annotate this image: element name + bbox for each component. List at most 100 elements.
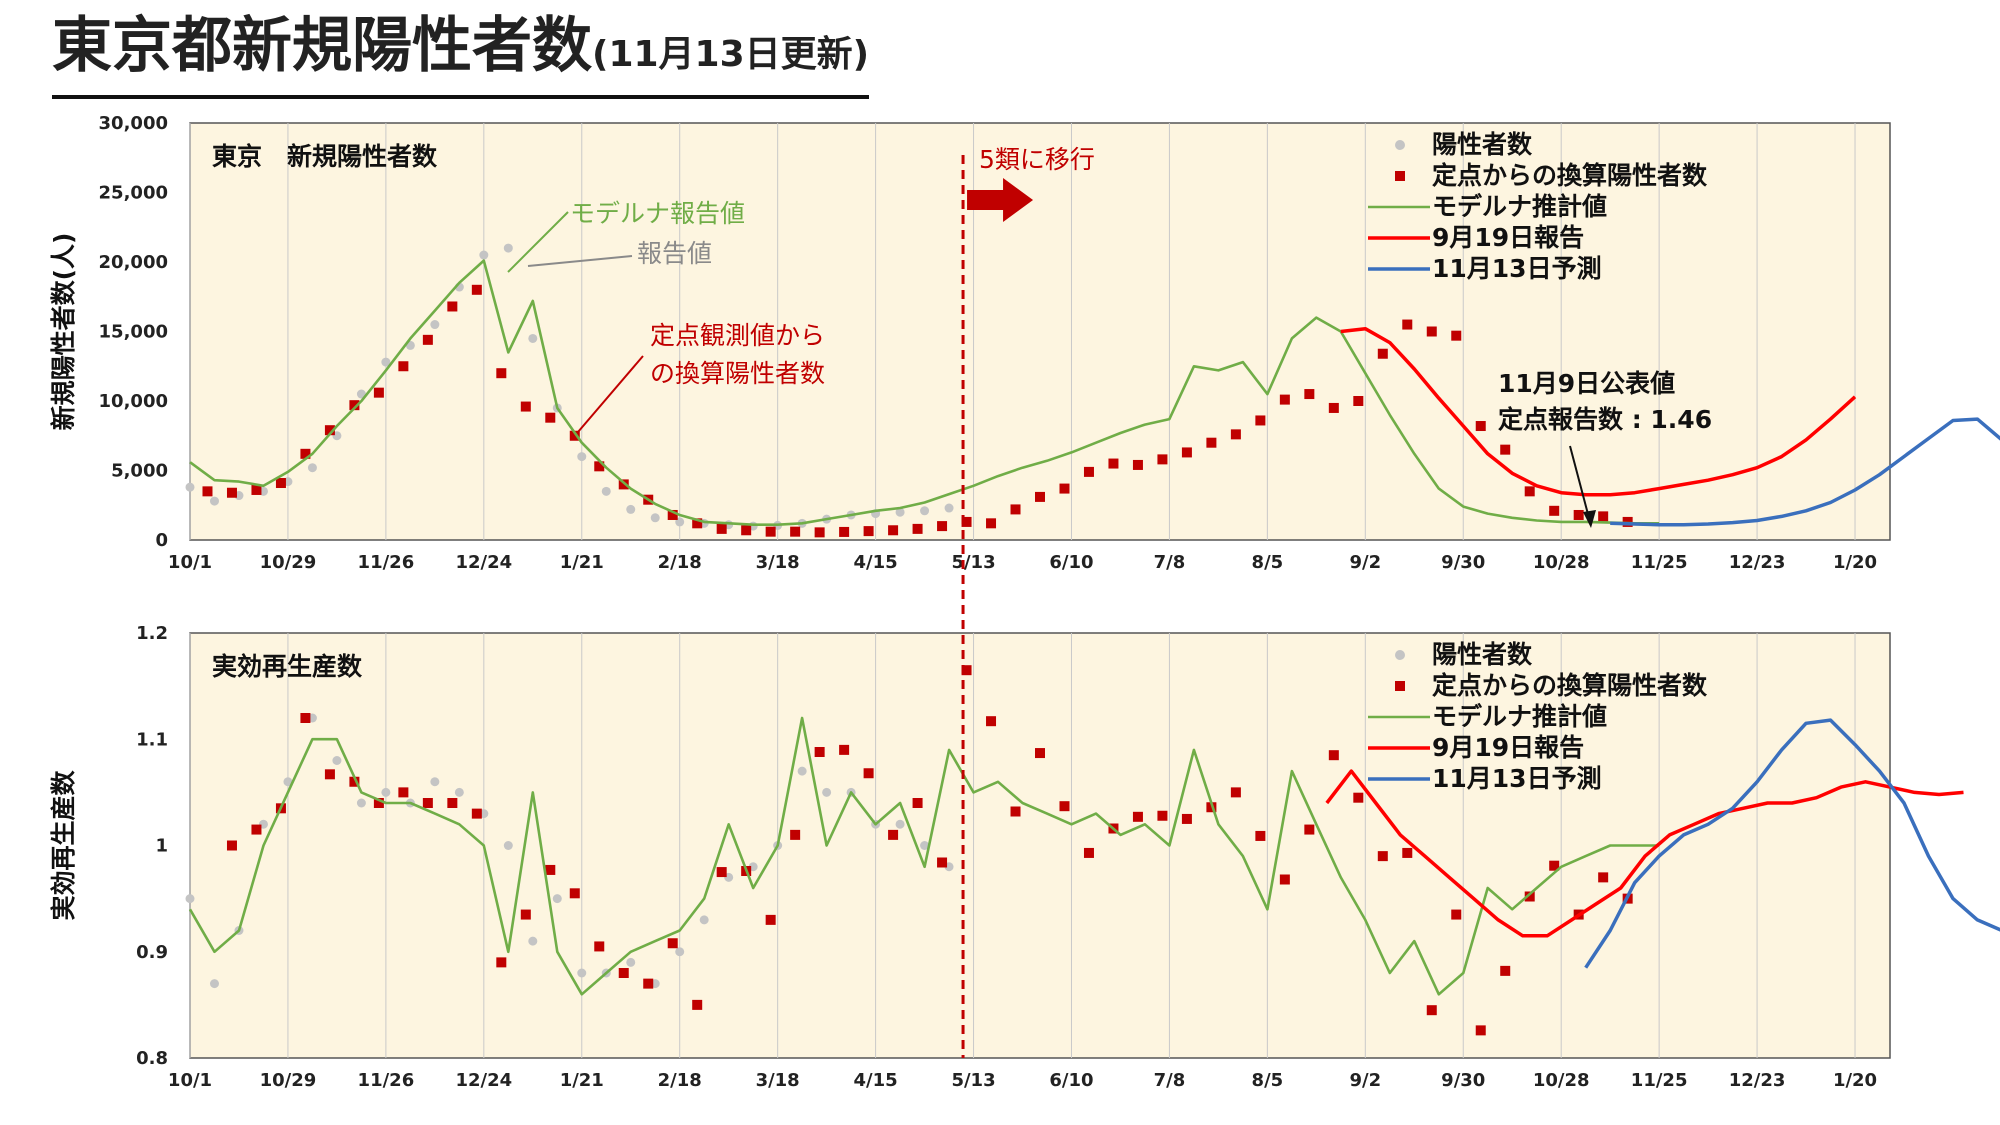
data-point-sentinel	[447, 301, 458, 312]
data-point-sentinel	[373, 387, 384, 398]
data-point-sentinel	[1598, 872, 1609, 883]
x-tick-label: 10/29	[260, 552, 317, 573]
data-point-reported	[528, 936, 538, 946]
y-tick-label: 1	[155, 836, 168, 857]
x-tick-label: 1/21	[560, 552, 604, 573]
data-point-sentinel	[324, 769, 335, 780]
data-point-sentinel	[251, 484, 262, 495]
data-point-sentinel	[226, 487, 237, 498]
data-point-sentinel	[251, 824, 262, 835]
series-line-nov13	[1610, 417, 2000, 527]
divider-label: 5類に移行	[979, 145, 1095, 174]
data-point-sentinel	[888, 525, 899, 536]
data-point-sentinel	[618, 968, 629, 978]
y-tick-label: 0.9	[136, 942, 168, 963]
x-tick-label: 1/21	[560, 1070, 604, 1091]
annotation-nov9-arrowhead	[1583, 510, 1596, 528]
x-tick-label: 10/28	[1533, 1070, 1590, 1091]
data-point-sentinel	[741, 525, 752, 536]
data-point-sentinel	[545, 864, 556, 875]
data-point-sentinel	[839, 526, 850, 537]
title-main: 東京都新規陽性者数	[52, 11, 592, 81]
data-point-reported	[307, 463, 317, 473]
data-point-reported	[895, 507, 905, 517]
data-point-sentinel	[1353, 792, 1364, 803]
data-point-reported	[528, 333, 538, 343]
data-point-sentinel	[888, 829, 899, 840]
x-tick-label: 8/5	[1252, 1070, 1284, 1091]
data-point-reported	[209, 979, 219, 989]
annotation-sentinel-1: 定点観測値から	[650, 321, 825, 350]
data-point-sentinel	[1132, 811, 1143, 822]
data-point-sentinel	[716, 867, 727, 878]
data-point-sentinel	[1083, 466, 1094, 477]
divider-arrow-icon	[967, 178, 1034, 222]
data-point-sentinel	[1279, 394, 1290, 405]
x-tick-label: 5/13	[951, 1070, 995, 1091]
plot-area	[189, 632, 1891, 1059]
data-point-sentinel	[1426, 1005, 1437, 1016]
legend-label-moderna: モデルナ推計値	[1432, 702, 1607, 731]
data-point-sentinel	[1402, 319, 1413, 330]
annotation-nov9-line2: 定点報告数 : 1.46	[1498, 405, 1712, 434]
x-tick-label: 12/24	[455, 552, 512, 573]
x-tick-label: 11/25	[1631, 552, 1688, 573]
data-point-reported	[332, 756, 342, 765]
data-point-sentinel	[986, 518, 997, 529]
data-point-sentinel	[496, 957, 507, 968]
data-point-reported	[185, 894, 195, 904]
data-point-sentinel	[569, 888, 580, 899]
data-point-sentinel	[1328, 402, 1339, 413]
x-tick-label: 6/10	[1049, 552, 1093, 573]
data-point-sentinel	[1475, 1025, 1486, 1036]
data-point-sentinel	[398, 361, 409, 372]
data-point-sentinel	[520, 909, 531, 920]
annotation-reported-leader	[527, 255, 633, 267]
data-point-sentinel	[1059, 801, 1070, 812]
annotation-moderna-leader	[507, 211, 569, 273]
data-point-reported	[209, 496, 219, 506]
annotation-reported: 報告値	[637, 239, 712, 268]
data-point-sentinel	[1475, 421, 1486, 432]
data-point-reported	[920, 841, 930, 850]
data-point-reported	[699, 915, 709, 925]
data-point-sentinel	[1230, 787, 1241, 798]
data-point-sentinel	[618, 479, 629, 490]
data-point-sentinel	[1328, 750, 1339, 761]
data-point-reported	[822, 787, 832, 797]
y-axis-label: 実効再生産数	[49, 770, 78, 921]
data-point-sentinel	[765, 526, 776, 537]
data-point-sentinel	[986, 716, 997, 727]
data-point-sentinel	[1573, 509, 1584, 520]
data-point-sentinel	[226, 840, 237, 851]
data-point-sentinel	[912, 523, 923, 534]
data-point-sentinel	[1451, 330, 1462, 341]
data-point-sentinel	[1010, 504, 1021, 515]
x-tick-label: 5/13	[951, 552, 995, 573]
data-point-sentinel	[716, 523, 727, 534]
data-point-sentinel	[863, 526, 874, 537]
data-point-reported	[479, 250, 489, 260]
data-point-sentinel	[1035, 491, 1045, 502]
title-update-date: (11月13日更新)	[592, 34, 870, 75]
x-tick-label: 3/18	[756, 1070, 800, 1091]
data-point-sentinel	[594, 941, 605, 952]
data-point-sentinel	[594, 461, 605, 472]
data-point-sentinel	[1304, 824, 1315, 835]
data-point-sentinel	[912, 798, 923, 808]
annotation-nov9-arrow	[1569, 445, 1590, 519]
x-tick-label: 12/23	[1729, 1070, 1786, 1091]
data-point-reported	[430, 320, 440, 330]
data-point-reported	[577, 452, 587, 462]
data-point-sentinel	[1010, 806, 1021, 817]
y-tick-label: 1.1	[136, 729, 168, 750]
data-point-reported	[454, 787, 464, 797]
data-point-sentinel	[667, 938, 678, 949]
data-point-sentinel	[398, 787, 409, 798]
data-point-sentinel	[1549, 505, 1560, 516]
legend-label-nov13: 11月13日予測	[1432, 254, 1602, 283]
data-point-sentinel	[545, 412, 556, 423]
data-point-sentinel	[1500, 965, 1511, 976]
data-point-sentinel	[1500, 444, 1511, 455]
data-point-sentinel	[202, 486, 213, 497]
